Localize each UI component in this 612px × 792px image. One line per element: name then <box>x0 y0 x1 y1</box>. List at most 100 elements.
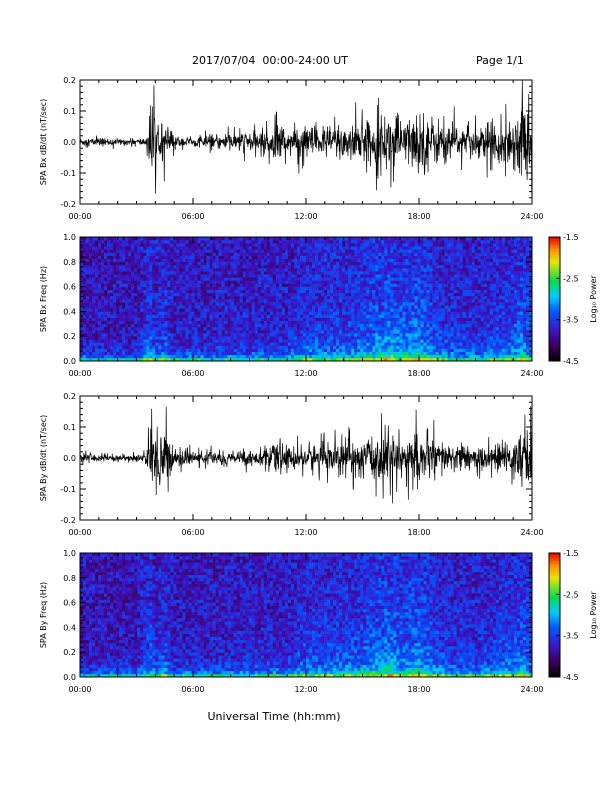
spectrogram-cell <box>278 357 283 362</box>
spectrogram-cell <box>272 283 277 287</box>
spectrogram-cell <box>116 295 120 300</box>
spectrogram-cell <box>414 299 418 303</box>
spectrogram-cell <box>206 246 210 250</box>
spectrogram-cell <box>375 240 379 244</box>
spectrogram-cell <box>327 240 331 244</box>
spectrogram-cell <box>441 249 445 253</box>
spectrogram-cell <box>420 249 424 253</box>
spectrogram-cell <box>275 314 280 318</box>
spectrogram-cell <box>339 274 343 278</box>
spectrogram-cell <box>342 342 346 346</box>
spectrogram-cell <box>179 261 183 266</box>
spectrogram-cell <box>89 320 93 325</box>
spectrogram-cell <box>312 317 316 321</box>
spectrogram-cell <box>173 289 177 294</box>
spectrogram-cell <box>203 330 207 334</box>
spectrogram-cell <box>158 357 162 362</box>
spectrogram-cell <box>302 330 307 334</box>
spectrogram-cell <box>263 246 268 250</box>
spectrogram-cell <box>170 243 174 247</box>
spectrogram-cell <box>257 299 262 303</box>
spectrogram-cell <box>281 292 286 297</box>
spectrogram-cell <box>221 302 225 306</box>
spectrogram-cell <box>405 289 409 294</box>
spectrogram-cell <box>167 320 171 325</box>
spectrogram-cell <box>339 289 343 294</box>
spectrogram-cell <box>360 264 364 269</box>
spectrogram-cell <box>221 342 225 346</box>
spectrogram-cell <box>194 302 198 306</box>
spectrogram-cell <box>414 292 418 297</box>
spectrogram-cell <box>278 246 283 250</box>
spectrogram-cell <box>411 277 415 281</box>
spectrogram-cell <box>272 261 277 266</box>
spectrogram-cell <box>429 249 433 253</box>
spectrogram-cell <box>429 271 433 275</box>
spectrogram-cell <box>384 326 388 331</box>
spectrogram-cell <box>357 348 361 352</box>
spectrogram-cell <box>182 345 186 349</box>
spectrogram-cell <box>89 261 93 266</box>
spectrogram-cell <box>245 268 250 272</box>
spectrogram-cell <box>206 326 210 331</box>
spectrogram-cell <box>95 314 99 318</box>
spectrogram-cell <box>384 308 388 312</box>
spectrogram-cell <box>318 348 322 352</box>
spectrogram-cell <box>366 351 370 356</box>
spectrogram-cell <box>260 357 265 362</box>
spectrogram-cell <box>104 333 108 337</box>
spectrogram-cell <box>390 255 394 259</box>
spectrogram-cell <box>296 302 301 306</box>
spectrogram-cell <box>254 243 259 247</box>
spectrogram-cell <box>89 240 93 244</box>
spectrogram-cell <box>315 240 319 244</box>
spectrogram-cell <box>236 345 240 349</box>
spectrogram-cell <box>158 299 162 303</box>
spectrogram-cell <box>254 246 259 250</box>
spectrogram-cell <box>296 299 301 303</box>
spectrogram-cell <box>321 299 325 303</box>
spectrogram-cell <box>330 252 334 256</box>
spectrogram-cell <box>333 264 337 269</box>
spectrogram-cell <box>321 339 325 343</box>
spectrogram-cell <box>203 264 207 269</box>
spectrogram-cell <box>396 342 400 346</box>
spectrogram-cell <box>281 264 286 269</box>
spectrogram-cell <box>272 302 277 306</box>
spectrogram-cell <box>438 255 442 259</box>
spectrogram-cell <box>182 357 186 362</box>
spectrogram-cell <box>131 326 135 331</box>
spectrogram-cell <box>248 311 253 315</box>
spectrogram-cell <box>266 292 271 297</box>
spectrogram-cell <box>182 302 186 306</box>
spectrogram-cell <box>152 292 156 297</box>
spectrogram-cell <box>248 237 253 241</box>
spectrogram-cell <box>417 351 421 356</box>
spectrogram-cell <box>119 283 123 287</box>
spectrogram-cell <box>116 283 120 287</box>
spectrogram-cell <box>360 295 364 300</box>
spectrogram-cell <box>125 336 129 340</box>
spectrogram-cell <box>80 295 84 300</box>
spectrogram-cell <box>372 264 376 269</box>
spectrogram-cell <box>152 280 156 284</box>
spectrogram-cell <box>194 308 198 312</box>
spectrogram-cell <box>293 268 298 272</box>
spectrogram-cell <box>194 240 198 244</box>
spectrogram-cell <box>143 264 147 269</box>
spectrogram-cell <box>366 243 370 247</box>
spectrogram-cell <box>393 320 397 325</box>
spectrogram-cell <box>167 255 171 259</box>
spectrogram-cell <box>375 330 379 334</box>
spectrogram-cell <box>122 246 126 250</box>
spectrogram-cell <box>396 249 400 253</box>
spectrogram-cell <box>176 311 180 315</box>
spectrogram-cell <box>321 354 325 359</box>
spectrogram-cell <box>287 323 292 328</box>
spectrogram-cell <box>318 351 322 356</box>
spectrogram-cell <box>239 277 244 281</box>
spectrogram-cell <box>426 314 430 318</box>
spectrogram-cell <box>104 351 108 356</box>
spectrogram-cell <box>339 243 343 247</box>
spectrogram-cell <box>290 299 295 303</box>
